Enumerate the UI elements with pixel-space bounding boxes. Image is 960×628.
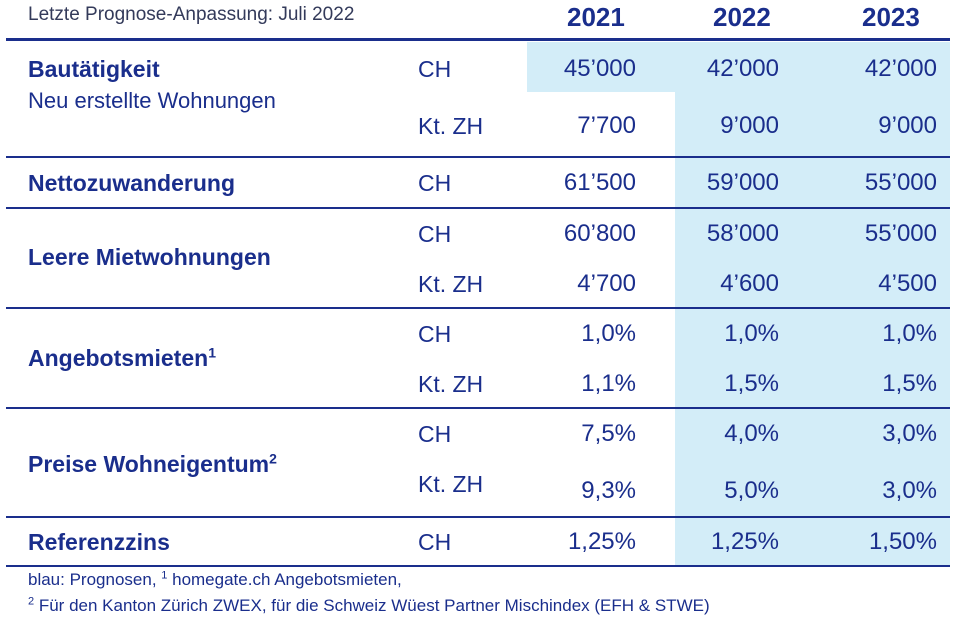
table-cell: 42’000 (706, 55, 779, 82)
table-cell: 4,0% (724, 420, 779, 447)
table-cell: 45’000 (563, 55, 636, 82)
table-cell: 9’000 (878, 112, 937, 139)
row-label-nettozuwanderung: Nettozuwanderung (28, 170, 235, 196)
footnote-marker: 1 (161, 569, 168, 582)
region-label: CH (418, 421, 452, 447)
table-cell: 4’500 (878, 270, 937, 297)
table-bottom-divider (6, 565, 950, 567)
table-cell: 59’000 (706, 169, 779, 196)
page-subtitle: Letzte Prognose-Anpassung: Juli 2022 (28, 4, 355, 25)
row-divider (6, 307, 950, 309)
table-cell: 9’000 (720, 112, 779, 139)
row-sublabel-bautaetigkeit: Neu erstellte Wohnungen (28, 88, 276, 113)
row-divider (6, 516, 950, 518)
forecast-shade-2021-ch (527, 42, 675, 92)
region-label: CH (418, 529, 452, 555)
table-cell: 1,50% (868, 528, 937, 555)
row-label-text: Angebotsmieten (28, 345, 209, 371)
table-cell: 55’000 (864, 220, 937, 247)
footnote-marker: 1 (208, 344, 216, 361)
column-header-2022: 2022 (713, 2, 771, 32)
table-cell: 61’500 (563, 169, 636, 196)
footnote-line-2: 2 Für den Kanton Zürich ZWEX, für die Sc… (28, 596, 710, 616)
footnote-text: Für den Kanton Zürich ZWEX, für die Schw… (34, 596, 710, 615)
table-cell: 9,3% (581, 477, 636, 504)
table-cell: 1,0% (882, 320, 937, 347)
table-cell: 1,0% (724, 320, 779, 347)
table-cell: 42’000 (864, 55, 937, 82)
table-cell: 3,0% (882, 420, 937, 447)
table-cell: 1,5% (724, 370, 779, 397)
table-cell: 4’600 (720, 270, 779, 297)
table-cell: 3,0% (882, 477, 937, 504)
table-cell: 58’000 (706, 220, 779, 247)
row-label-bautaetigkeit: Bautätigkeit (28, 56, 160, 82)
table-cell: 5,0% (724, 477, 779, 504)
forecast-shade-2022-2023 (675, 42, 950, 566)
row-label-preise-wohneigentum: Preise Wohneigentum2 (28, 451, 277, 478)
table-cell: 1,25% (567, 528, 636, 555)
row-label-referenzzins: Referenzzins (28, 529, 170, 555)
table-cell: 4’700 (577, 270, 636, 297)
region-label: Kt. ZH (418, 371, 484, 397)
row-divider (6, 156, 950, 158)
table-cell: 55’000 (864, 169, 937, 196)
region-label: CH (418, 170, 452, 196)
region-label: CH (418, 56, 452, 82)
table-cell: 1,5% (882, 370, 937, 397)
header-divider (6, 38, 950, 41)
region-label: CH (418, 321, 452, 347)
region-label: CH (418, 221, 452, 247)
column-header-2021: 2021 (567, 2, 625, 32)
table-cell: 60’800 (563, 220, 636, 247)
table-cell: 7,5% (581, 420, 636, 447)
table-cell: 1,0% (581, 320, 636, 347)
region-label: Kt. ZH (418, 471, 484, 497)
row-divider (6, 407, 950, 409)
row-label-leere-mietwohnungen: Leere Mietwohnungen (28, 244, 271, 270)
region-label: Kt. ZH (418, 271, 484, 297)
row-label-text: Preise Wohneigentum (28, 451, 270, 477)
table-cell: 1,25% (710, 528, 779, 555)
row-divider (6, 207, 950, 209)
region-label: Kt. ZH (418, 113, 484, 139)
column-header-2023: 2023 (862, 2, 920, 32)
footnote-marker: 2 (28, 595, 35, 608)
row-label-angebotsmieten: Angebotsmieten1 (28, 345, 216, 372)
footnote-text: homegate.ch Angebotsmieten, (167, 570, 402, 589)
table-cell: 1,1% (581, 370, 636, 397)
footnote-text: blau: Prognosen, (28, 570, 162, 589)
footnote-marker: 2 (269, 450, 277, 467)
footnote-line-1: blau: Prognosen, 1 homegate.ch Angebotsm… (28, 570, 402, 590)
table-cell: 7’700 (577, 112, 636, 139)
